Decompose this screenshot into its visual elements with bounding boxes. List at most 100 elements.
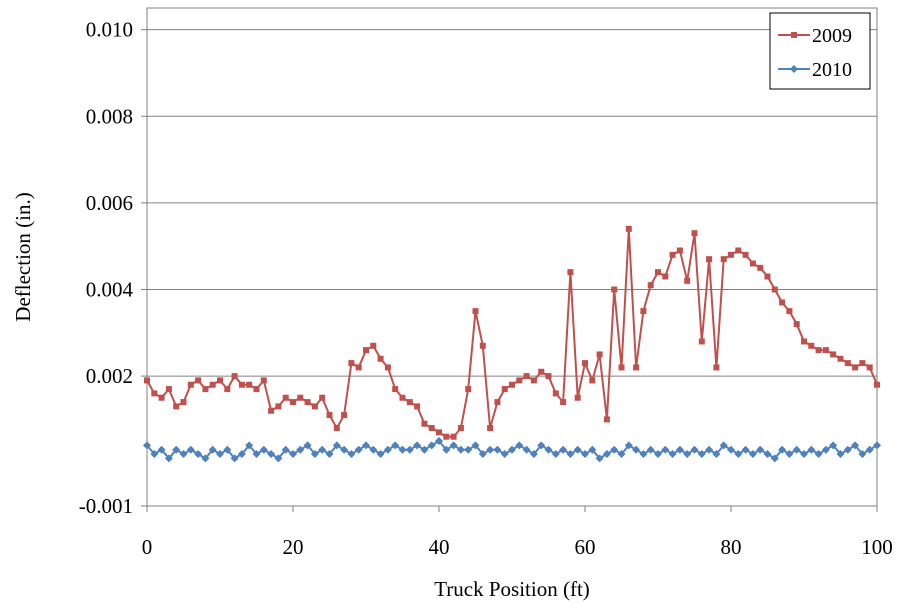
data-point-2009 — [260, 377, 267, 384]
data-point-2009 — [720, 256, 727, 263]
data-point-2010 — [515, 441, 524, 450]
data-point-2009 — [669, 251, 676, 258]
data-point-2010 — [172, 445, 181, 454]
data-point-2009 — [326, 412, 333, 419]
data-point-2009 — [443, 433, 450, 440]
data-point-2009 — [487, 425, 494, 432]
data-point-2009 — [231, 373, 238, 380]
data-point-2009 — [684, 277, 691, 284]
data-point-2009 — [333, 425, 340, 432]
data-point-2010 — [223, 445, 232, 454]
data-point-2009 — [384, 364, 391, 371]
data-point-2010 — [508, 445, 516, 454]
data-point-2010 — [588, 445, 597, 454]
data-point-2009 — [574, 394, 581, 401]
data-point-2009 — [560, 399, 567, 406]
data-point-2010 — [522, 445, 531, 454]
y-tick-label: 0.008 — [86, 104, 133, 128]
data-point-2010 — [245, 441, 254, 450]
data-point-2010 — [420, 445, 429, 454]
data-point-2009 — [509, 381, 515, 388]
data-point-2010 — [252, 450, 261, 459]
data-point-2009 — [596, 351, 603, 358]
data-point-2010 — [683, 450, 692, 459]
data-point-2010 — [376, 450, 385, 459]
data-point-2010 — [486, 445, 495, 454]
data-point-2009 — [268, 407, 275, 414]
data-point-2009 — [589, 377, 596, 384]
data-point-2009 — [195, 377, 202, 384]
data-point-2009 — [844, 360, 851, 367]
data-point-2010 — [792, 445, 801, 454]
data-point-2010 — [873, 441, 881, 450]
data-point-2010 — [800, 450, 808, 459]
data-point-2010 — [639, 450, 648, 459]
series-2009 — [144, 225, 880, 440]
tick-labels: -0.001 0.002 0.004 0.006 0.008 0.010 0 20 40 60 80… — [79, 18, 893, 559]
data-point-2010 — [646, 445, 655, 454]
data-point-2009 — [457, 425, 464, 432]
data-point-2009 — [355, 364, 362, 371]
data-point-2009 — [757, 264, 764, 271]
data-point-2009 — [377, 355, 384, 362]
data-point-2009 — [728, 251, 734, 258]
data-point-2010 — [383, 445, 392, 454]
data-point-2009 — [414, 403, 421, 410]
data-point-2009 — [771, 286, 778, 293]
data-point-2010 — [405, 445, 414, 454]
data-point-2010 — [748, 450, 757, 459]
data-point-2009 — [165, 386, 172, 393]
data-point-2009 — [676, 247, 683, 254]
data-point-2009 — [837, 355, 844, 362]
x-tick-label: 60 — [575, 535, 596, 559]
data-point-2010 — [391, 441, 400, 450]
data-point-2009 — [428, 425, 435, 432]
data-point-2009 — [567, 269, 574, 276]
data-point-2009 — [552, 390, 559, 397]
data-point-2009 — [749, 260, 756, 267]
data-point-2009 — [282, 394, 289, 401]
series-2010 — [143, 437, 881, 463]
data-point-2010 — [164, 454, 173, 463]
data-point-2010 — [471, 441, 480, 450]
data-point-2009 — [173, 403, 180, 410]
data-point-2010 — [442, 445, 451, 454]
data-point-2009 — [866, 364, 873, 371]
data-point-2010 — [332, 441, 341, 450]
data-point-2009 — [852, 364, 859, 371]
data-point-2010 — [865, 445, 874, 454]
data-point-2010 — [267, 450, 276, 459]
data-point-2009 — [392, 386, 399, 393]
data-point-2010 — [325, 450, 334, 459]
data-point-2010 — [493, 445, 502, 454]
data-point-2010 — [237, 450, 246, 459]
data-point-2010 — [807, 445, 816, 454]
data-point-2009 — [472, 308, 479, 315]
data-point-2010 — [778, 445, 787, 454]
data-point-2009 — [603, 416, 610, 423]
legend-label: 2009 — [812, 25, 852, 47]
data-point-2010 — [347, 450, 356, 459]
x-tick-label: 0 — [142, 535, 153, 559]
data-point-2009 — [808, 342, 815, 349]
data-point-2010 — [719, 441, 728, 450]
data-point-2010 — [566, 450, 575, 459]
data-point-2010 — [544, 445, 553, 454]
data-point-2010 — [478, 450, 487, 459]
data-point-2010 — [734, 450, 743, 459]
data-point-2010 — [398, 445, 407, 454]
data-point-2010 — [216, 450, 224, 459]
data-point-2010 — [208, 445, 217, 454]
data-point-2010 — [318, 445, 327, 454]
data-point-2010 — [756, 445, 765, 454]
data-point-2009 — [698, 338, 705, 345]
data-point-2010 — [551, 450, 560, 459]
data-point-2009 — [290, 399, 296, 406]
data-point-2010 — [675, 445, 684, 454]
data-point-2010 — [829, 441, 838, 450]
data-point-2010 — [157, 445, 166, 454]
data-point-2010 — [836, 450, 845, 459]
data-point-2010 — [194, 450, 203, 459]
data-point-2010 — [150, 450, 159, 459]
